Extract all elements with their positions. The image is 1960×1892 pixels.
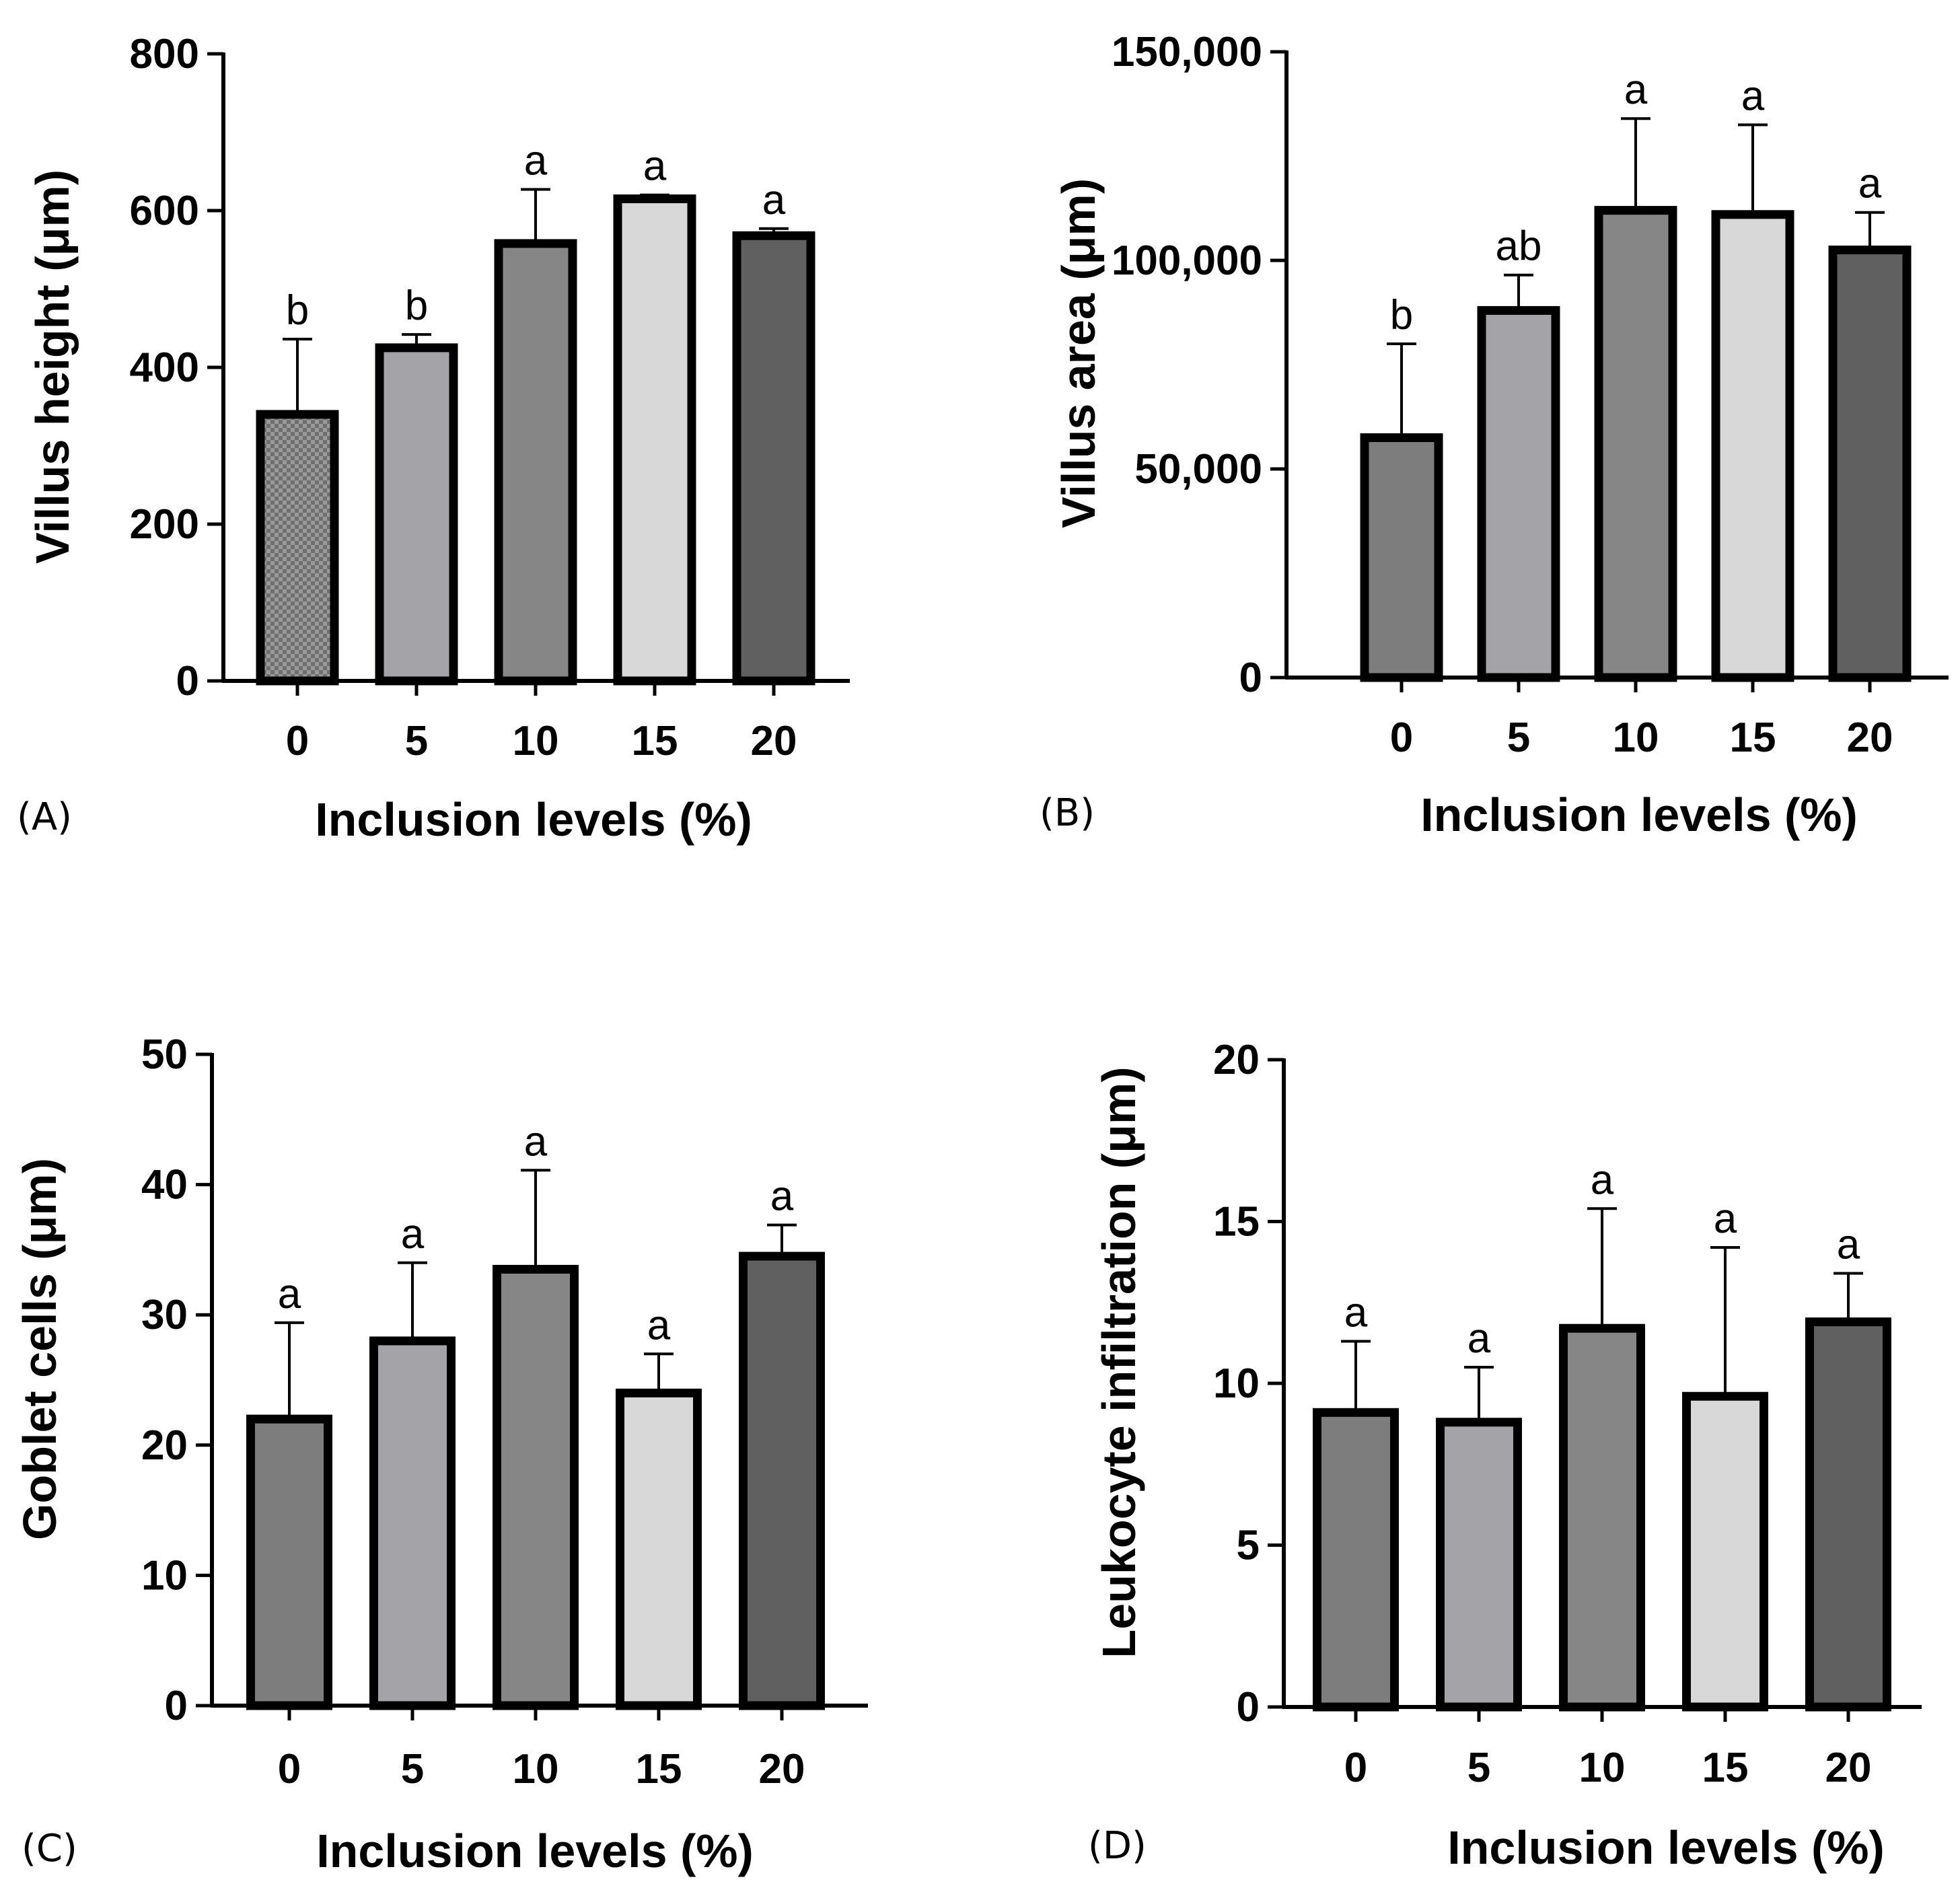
- y-tick-label: 0: [1239, 655, 1262, 701]
- y-axis-title: Goblet cells (μm): [13, 1158, 66, 1540]
- y-tick-label: 0: [165, 1683, 188, 1729]
- x-tick-label: 5: [1507, 715, 1530, 761]
- significance-label: ab: [1496, 223, 1542, 270]
- y-tick-label: 200: [130, 501, 199, 548]
- y-tick-label: 0: [176, 658, 199, 704]
- y-axis-title: Villus area (μm): [1052, 178, 1105, 528]
- panel-label: (D): [1088, 1824, 1147, 1868]
- x-axis-title: Inclusion levels (%): [1420, 789, 1858, 841]
- y-tick-label: 15: [1213, 1199, 1260, 1245]
- significance-label: a: [1344, 1289, 1368, 1336]
- y-tick-label: 10: [1213, 1360, 1260, 1407]
- significance-label: a: [1741, 73, 1765, 120]
- bar-5: [369, 1336, 456, 1710]
- significance-label: a: [1858, 161, 1882, 207]
- panel-label: (B): [1040, 791, 1095, 835]
- significance-label: a: [1467, 1315, 1491, 1362]
- x-tick-label: 20: [751, 718, 797, 764]
- y-tick-label: 50: [141, 1031, 188, 1078]
- bar-10: [494, 239, 577, 686]
- y-tick-label: 10: [141, 1552, 188, 1599]
- significance-label: a: [524, 138, 548, 184]
- x-tick-label: 0: [278, 1746, 301, 1792]
- bar-0: [256, 410, 339, 686]
- y-tick-label: 400: [130, 344, 199, 391]
- y-axis-title: Leukocyte infiltration (μm): [1093, 1067, 1145, 1659]
- bar-0: [1360, 433, 1443, 682]
- x-tick-label: 15: [636, 1746, 682, 1792]
- y-tick-label: 5: [1237, 1523, 1260, 1569]
- x-tick-label: 15: [632, 718, 678, 764]
- significance-label: a: [524, 1118, 548, 1165]
- significance-label: a: [762, 177, 786, 223]
- bar-15: [1682, 1391, 1768, 1712]
- x-tick-label: 15: [1730, 715, 1776, 761]
- bar-5: [375, 343, 458, 686]
- panel-c: a a a a a 0 5 10 15 20 0 10 20 30 40 50 Goblet cells (…: [13, 1031, 868, 1877]
- bar-20: [1805, 1317, 1891, 1712]
- bar-15: [616, 1388, 702, 1710]
- bar-10: [1559, 1323, 1645, 1712]
- x-tick-label: 15: [1702, 1745, 1749, 1791]
- x-tick-label: 0: [1344, 1745, 1367, 1791]
- x-tick-label: 20: [1847, 715, 1893, 761]
- y-tick-label: 800: [130, 31, 199, 77]
- x-axis-title: Inclusion levels (%): [316, 1825, 754, 1877]
- x-tick-label: 20: [1825, 1745, 1872, 1791]
- x-axis-title: Inclusion levels (%): [315, 793, 752, 846]
- panel-label: (A): [17, 795, 72, 839]
- x-tick-label: 0: [286, 718, 309, 764]
- significance-label: a: [1714, 1196, 1737, 1242]
- bar-20: [1828, 246, 1912, 682]
- bar-20: [732, 231, 815, 686]
- x-axis-title: Inclusion levels (%): [1447, 1821, 1885, 1874]
- x-tick-label: 5: [401, 1746, 424, 1792]
- significance-label: b: [1390, 292, 1413, 338]
- y-tick-label: 40: [141, 1162, 188, 1208]
- y-tick-label: 0: [1237, 1684, 1260, 1731]
- x-tick-label: 20: [759, 1746, 805, 1792]
- y-tick-label: 100,000: [1112, 238, 1262, 284]
- bar-10: [493, 1264, 579, 1710]
- significance-label: b: [286, 287, 309, 334]
- x-tick-label: 5: [1467, 1745, 1490, 1791]
- significance-label: a: [278, 1271, 301, 1317]
- y-tick-label: 20: [141, 1422, 188, 1469]
- bar-20: [739, 1251, 825, 1710]
- significance-label: a: [1837, 1221, 1860, 1268]
- x-tick-label: 0: [1390, 715, 1413, 761]
- y-axis-title: Villus height (μm): [26, 170, 79, 564]
- y-tick-label: 600: [130, 188, 199, 234]
- bar-0: [1313, 1408, 1399, 1712]
- significance-label: a: [1591, 1157, 1614, 1203]
- bar-15: [1711, 210, 1794, 682]
- bar-5: [1436, 1418, 1522, 1712]
- bar-10: [1594, 206, 1677, 682]
- y-tick-label: 20: [1213, 1037, 1260, 1083]
- significance-label: a: [401, 1211, 425, 1258]
- bar-15: [613, 194, 696, 686]
- x-tick-label: 5: [405, 718, 428, 764]
- significance-label: a: [770, 1173, 794, 1220]
- x-tick-label: 10: [513, 1746, 559, 1792]
- significance-label: b: [405, 283, 428, 329]
- significance-label: a: [1624, 67, 1648, 113]
- y-tick-label: 30: [141, 1292, 188, 1338]
- significance-label: a: [643, 143, 667, 190]
- panel-b: b ab a a a 0 5 10 15 20 0 50,000 100,000 150,000 Vil…: [1040, 29, 1949, 841]
- x-tick-label: 10: [513, 718, 559, 764]
- panel-d: a a a a a 0 5 10 15 20 0 5 10 15 20 Leukocyte infiltr…: [1088, 1037, 1922, 1874]
- y-tick-label: 50,000: [1134, 446, 1262, 493]
- panel-label: (C): [22, 1827, 77, 1870]
- significance-label: a: [647, 1302, 671, 1348]
- bar-5: [1477, 305, 1560, 682]
- bar-0: [246, 1414, 332, 1710]
- x-tick-label: 10: [1613, 715, 1659, 761]
- x-tick-label: 10: [1579, 1745, 1626, 1791]
- y-tick-label: 150,000: [1112, 29, 1262, 75]
